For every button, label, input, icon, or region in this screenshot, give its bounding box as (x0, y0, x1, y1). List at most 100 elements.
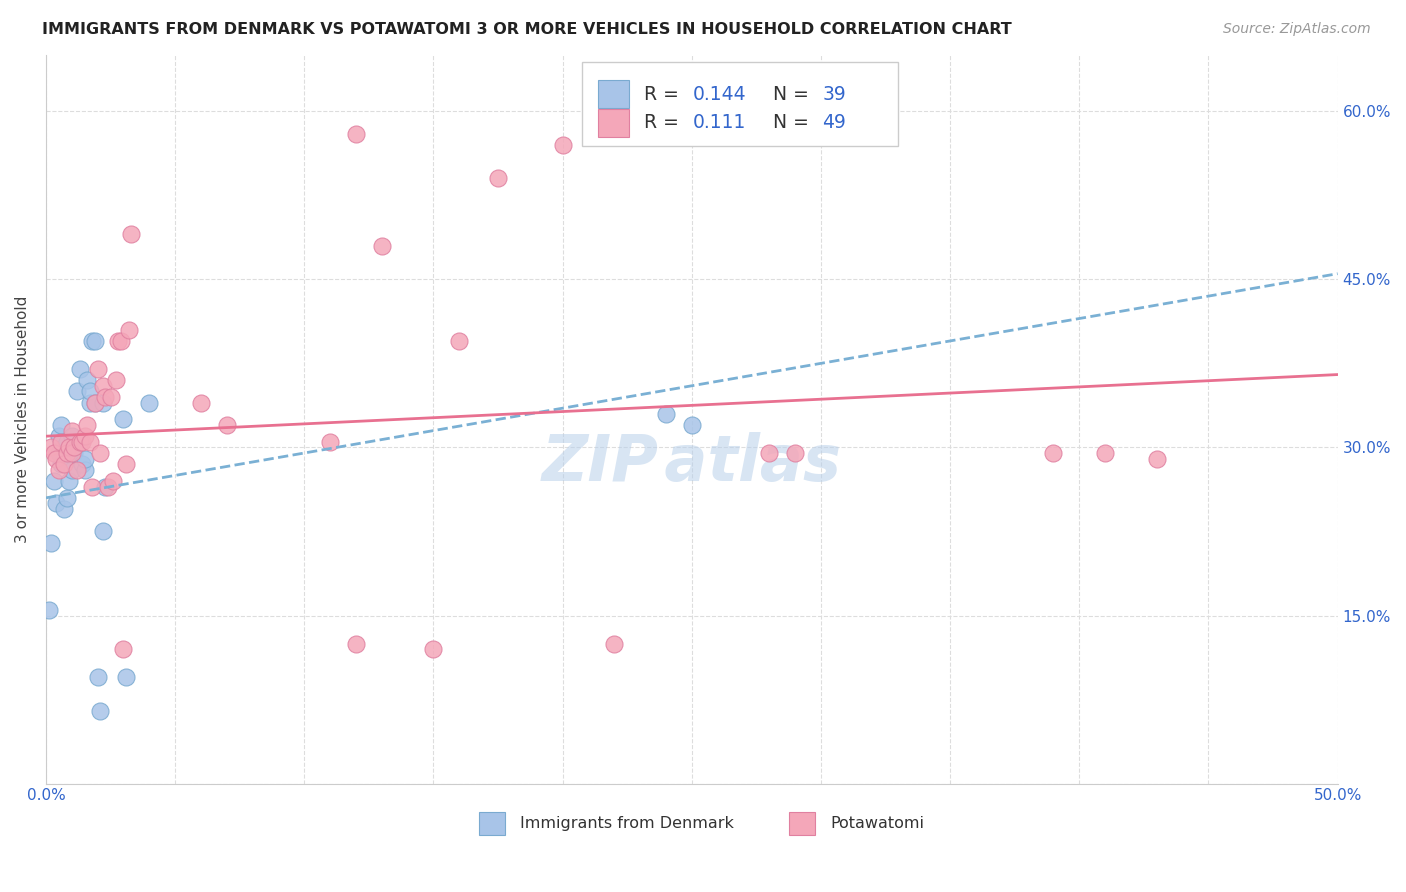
Point (45, 496, 67, 510)
Point (79, 434, 101, 449)
Point (60, 463, 83, 477)
Point (97, 480, 120, 494)
Point (785, 446, 807, 460)
Point (48, 429, 70, 443)
Point (60, 446, 83, 460)
Point (603, 636, 626, 650)
Point (79, 395, 101, 409)
Point (344, 636, 367, 650)
Point (486, 171, 509, 186)
Point (91, 378, 114, 392)
Point (69, 362, 91, 376)
Point (58, 441, 80, 455)
Point (101, 474, 124, 488)
Point (73, 463, 96, 477)
Point (215, 417, 238, 432)
Text: 0.144: 0.144 (693, 85, 747, 103)
Point (84, 395, 107, 409)
Point (42, 474, 65, 488)
Text: N =: N = (773, 113, 815, 132)
Point (45, 451, 67, 466)
Point (89, 446, 111, 460)
Text: 0.111: 0.111 (693, 113, 747, 132)
Point (112, 642, 135, 657)
Point (94, 390, 117, 404)
Point (190, 395, 212, 409)
Point (371, 238, 394, 252)
Point (42, 446, 65, 460)
Point (120, 227, 142, 242)
Point (655, 407, 678, 421)
Point (110, 334, 132, 348)
Point (76, 373, 98, 387)
Point (39, 535, 62, 549)
Point (117, 323, 139, 337)
Point (58, 474, 80, 488)
Point (86, 670, 108, 684)
Point (107, 334, 129, 348)
Point (551, 137, 574, 152)
Bar (598, 80, 628, 108)
Text: R =: R = (644, 85, 685, 103)
Point (60, 424, 83, 438)
Point (91, 524, 114, 539)
Point (79, 384, 101, 399)
Point (73, 451, 96, 466)
Text: Immigrants from Denmark: Immigrants from Denmark (520, 816, 734, 831)
Point (84, 334, 107, 348)
Point (73, 429, 96, 443)
Point (1146, 451, 1168, 466)
Point (89, 704, 111, 718)
Point (60, 429, 83, 443)
Point (112, 412, 135, 426)
Point (55, 446, 77, 460)
Text: ZIP atlas: ZIP atlas (541, 432, 842, 494)
Text: Source: ZipAtlas.com: Source: ZipAtlas.com (1223, 22, 1371, 37)
Text: 49: 49 (823, 113, 846, 132)
Point (758, 446, 780, 460)
Point (63, 446, 86, 460)
Point (319, 434, 342, 449)
Text: IMMIGRANTS FROM DENMARK VS POTAWATOMI 3 OR MORE VEHICLES IN HOUSEHOLD CORRELATIO: IMMIGRANTS FROM DENMARK VS POTAWATOMI 3 … (42, 22, 1012, 37)
Point (66, 463, 89, 477)
Point (94, 480, 117, 494)
Text: 39: 39 (823, 85, 846, 103)
Point (39, 441, 62, 455)
Point (115, 457, 138, 471)
Point (53, 502, 76, 516)
Point (82, 480, 104, 494)
Point (51, 434, 73, 449)
Point (53, 457, 76, 471)
Text: R =: R = (644, 113, 690, 132)
Bar (598, 109, 628, 136)
Point (53, 441, 76, 455)
Point (51, 457, 73, 471)
Point (422, 642, 444, 657)
Bar (478, 812, 505, 835)
Point (100, 390, 122, 404)
Text: N =: N = (773, 85, 815, 103)
Point (84, 395, 107, 409)
Point (63, 441, 86, 455)
Point (51, 417, 73, 432)
Point (138, 395, 160, 409)
Bar (789, 812, 814, 835)
Point (104, 373, 127, 387)
Point (76, 417, 98, 432)
Point (48, 463, 70, 477)
Point (66, 384, 89, 399)
Point (70, 457, 93, 471)
Text: Potawatomi: Potawatomi (830, 816, 924, 831)
Point (86, 362, 108, 376)
Point (55, 491, 77, 505)
Point (82, 334, 104, 348)
Point (449, 334, 471, 348)
Point (1094, 446, 1116, 460)
Point (91, 395, 114, 409)
Point (63, 441, 86, 455)
Point (38, 603, 60, 617)
Bar (582, 62, 898, 146)
Y-axis label: 3 or more Vehicles in Household: 3 or more Vehicles in Household (15, 296, 30, 543)
Point (48, 446, 70, 460)
Point (1042, 446, 1064, 460)
